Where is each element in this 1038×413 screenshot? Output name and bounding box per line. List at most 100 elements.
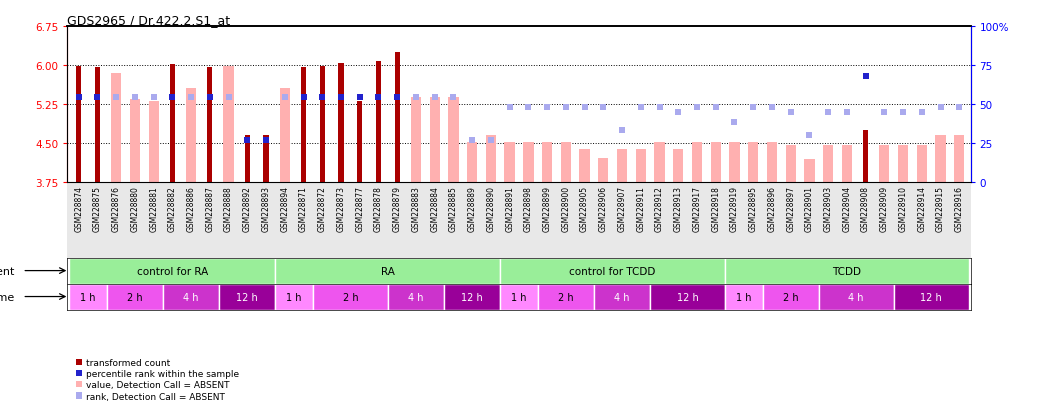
Text: GSM228910: GSM228910 (899, 186, 907, 232)
Text: 4 h: 4 h (408, 292, 424, 302)
Legend: transformed count, percentile rank within the sample, value, Detection Call = AB: transformed count, percentile rank withi… (72, 354, 243, 404)
Bar (504, 142, 515, 182)
Bar (107, 284, 163, 310)
Text: GSM228880: GSM228880 (131, 186, 139, 232)
Text: 12 h: 12 h (237, 292, 258, 302)
Text: GSM228904: GSM228904 (843, 186, 851, 232)
Text: GSM228873: GSM228873 (336, 186, 346, 232)
Bar (542, 142, 552, 182)
Text: GSM228881: GSM228881 (149, 186, 158, 232)
Text: GSM228872: GSM228872 (318, 186, 327, 232)
Text: GSM228895: GSM228895 (748, 186, 758, 232)
Bar (894, 284, 968, 310)
Bar (444, 284, 500, 310)
Bar (594, 284, 650, 310)
Bar (500, 258, 726, 284)
Bar (842, 146, 852, 182)
Text: GSM228912: GSM228912 (655, 186, 664, 232)
Text: GSM228908: GSM228908 (862, 186, 870, 232)
Text: 2 h: 2 h (127, 292, 143, 302)
Bar (635, 150, 646, 182)
Bar (275, 284, 312, 310)
Text: GSM228885: GSM228885 (448, 186, 458, 232)
Bar (879, 146, 890, 182)
Text: GSM228871: GSM228871 (299, 186, 308, 232)
Bar (819, 284, 894, 310)
Text: 12 h: 12 h (677, 292, 699, 302)
Bar (301, 68, 306, 182)
Text: GSM228893: GSM228893 (262, 186, 271, 232)
Bar (186, 89, 196, 182)
Text: GSM228884: GSM228884 (430, 186, 439, 232)
Bar (654, 142, 664, 182)
Text: GSM228909: GSM228909 (880, 186, 889, 232)
Bar (219, 284, 275, 310)
Bar (711, 142, 720, 182)
Text: time: time (0, 292, 16, 302)
Text: GSM228879: GSM228879 (392, 186, 402, 232)
Bar (598, 159, 608, 182)
Bar (935, 135, 946, 182)
Bar (245, 135, 250, 182)
Text: TCDD: TCDD (832, 266, 862, 276)
Bar (538, 284, 594, 310)
Bar (70, 258, 275, 284)
Bar (673, 150, 683, 182)
Text: GSM228906: GSM228906 (599, 186, 608, 232)
Text: GSM228888: GSM228888 (224, 186, 234, 232)
Text: GSM228913: GSM228913 (674, 186, 683, 232)
Bar (111, 74, 121, 182)
Text: GSM228892: GSM228892 (243, 186, 252, 232)
Text: GSM228898: GSM228898 (524, 186, 532, 232)
Text: GSM228917: GSM228917 (692, 186, 702, 232)
Text: 1 h: 1 h (80, 292, 95, 302)
Bar (448, 98, 459, 182)
Text: RA: RA (381, 266, 394, 276)
Bar (467, 142, 477, 182)
Bar (130, 99, 140, 182)
Text: agent: agent (0, 266, 16, 276)
Text: GSM228883: GSM228883 (411, 186, 420, 232)
Bar (917, 146, 927, 182)
Text: control for TCDD: control for TCDD (570, 266, 656, 276)
Text: GSM228903: GSM228903 (823, 186, 832, 232)
Bar (726, 284, 763, 310)
Bar (338, 64, 344, 182)
Text: GSM228911: GSM228911 (636, 186, 646, 232)
Bar (804, 160, 815, 182)
Text: GSM228907: GSM228907 (618, 186, 627, 232)
Bar (76, 67, 81, 182)
Text: GSM228891: GSM228891 (506, 186, 514, 232)
Text: GSM228899: GSM228899 (543, 186, 551, 232)
Text: 2 h: 2 h (558, 292, 574, 302)
Bar (163, 284, 219, 310)
Text: GSM228875: GSM228875 (93, 186, 102, 232)
Text: 4 h: 4 h (848, 292, 864, 302)
Text: 12 h: 12 h (461, 292, 483, 302)
Text: GSM228874: GSM228874 (74, 186, 83, 232)
Text: GSM228878: GSM228878 (374, 186, 383, 232)
Bar (70, 284, 107, 310)
Text: GSM228896: GSM228896 (767, 186, 776, 232)
Bar (223, 67, 234, 182)
Text: GSM228900: GSM228900 (562, 186, 570, 232)
Bar (275, 258, 500, 284)
Text: GSM228887: GSM228887 (206, 186, 215, 232)
Text: GSM228894: GSM228894 (280, 186, 290, 232)
Text: GSM228918: GSM228918 (711, 186, 720, 232)
Text: GSM228919: GSM228919 (730, 186, 739, 232)
Bar (312, 284, 388, 310)
Text: GSM228886: GSM228886 (187, 186, 195, 232)
Bar (617, 150, 627, 182)
Bar (394, 53, 400, 182)
Text: GSM228876: GSM228876 (112, 186, 120, 232)
Text: control for RA: control for RA (137, 266, 208, 276)
Text: GSM228916: GSM228916 (955, 186, 964, 232)
Bar (863, 131, 868, 182)
Text: GSM228915: GSM228915 (936, 186, 945, 232)
Bar (264, 135, 269, 182)
Bar (148, 101, 159, 182)
Text: GSM228914: GSM228914 (918, 186, 926, 232)
Bar (561, 142, 571, 182)
Bar (430, 98, 440, 182)
